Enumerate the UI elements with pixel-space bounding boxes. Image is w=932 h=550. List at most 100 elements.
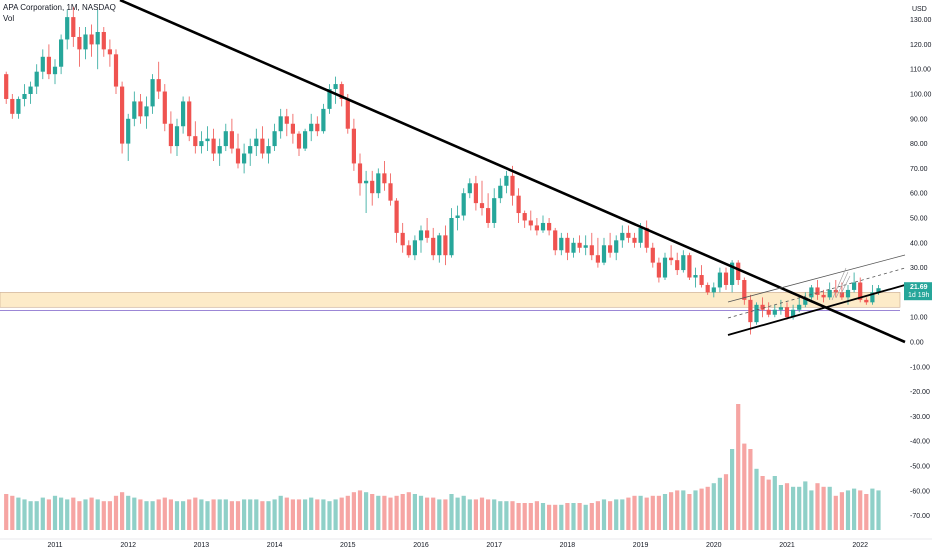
candle xyxy=(431,227,436,261)
x-tick-label: 2017 xyxy=(486,542,502,549)
candle xyxy=(71,7,76,47)
candle-body xyxy=(626,232,631,238)
candle xyxy=(498,178,503,204)
candle-body xyxy=(852,282,857,290)
candle-body xyxy=(174,126,180,147)
time-axis[interactable]: 2011 2012 2013 2014 2015 2016 2017 2018 2019 2020… xyxy=(0,538,932,549)
volume-bar xyxy=(418,495,424,530)
volume-bar xyxy=(296,499,302,530)
candle-body xyxy=(742,280,747,300)
candle-body xyxy=(425,230,430,238)
price-axis[interactable]: USD 130.00 120.00 110.00 100.00 90.00 80.00 70.… xyxy=(910,6,932,520)
candle-body xyxy=(601,245,607,263)
candle-body xyxy=(150,79,155,107)
candle xyxy=(479,180,485,216)
candle-body xyxy=(132,101,137,119)
candle xyxy=(742,277,747,305)
candle-body xyxy=(839,292,844,298)
candle-body xyxy=(467,183,472,194)
y-tick-label: -20.00 xyxy=(910,389,930,396)
candle-body xyxy=(864,299,869,303)
x-tick-label: 2019 xyxy=(633,542,649,549)
volume-bar xyxy=(394,495,399,530)
candle-body xyxy=(376,173,381,194)
candle xyxy=(406,240,411,258)
volume-bar xyxy=(229,501,234,530)
candle xyxy=(168,111,173,154)
volume-bar xyxy=(815,483,820,530)
volume-bar xyxy=(467,499,472,530)
volume-bar xyxy=(443,499,448,530)
y-tick-label: 0.00 xyxy=(910,340,924,347)
candle xyxy=(205,126,210,152)
last-price-tag xyxy=(904,282,932,301)
volume-label: Vol xyxy=(3,14,15,23)
candle xyxy=(223,123,228,152)
volume-bar xyxy=(644,497,649,530)
channel-median-line xyxy=(727,267,906,319)
volume-bar xyxy=(510,501,515,530)
volume-bar xyxy=(504,501,509,530)
volume-bar xyxy=(455,497,460,530)
candle xyxy=(400,222,405,253)
volume-bar xyxy=(577,503,582,530)
volume-bar xyxy=(565,503,570,530)
candle-body xyxy=(235,148,241,164)
candle xyxy=(83,27,88,60)
candle-body xyxy=(547,222,552,231)
y-tick-label: -40.00 xyxy=(910,439,930,446)
volume-bar xyxy=(327,501,332,530)
candle xyxy=(601,237,607,266)
candle xyxy=(339,81,344,107)
candle xyxy=(711,282,716,298)
candle xyxy=(40,49,45,80)
volume-bar xyxy=(736,404,741,530)
candle xyxy=(595,237,600,268)
candle-body xyxy=(736,262,741,280)
candle xyxy=(675,252,680,276)
candle-body xyxy=(113,54,119,87)
volume-bar xyxy=(699,488,704,530)
candle xyxy=(754,302,759,325)
volume-bar xyxy=(425,497,430,530)
downtrend-line xyxy=(119,0,906,344)
candle-body xyxy=(553,230,558,251)
volume-bar xyxy=(675,490,680,530)
x-tick-label: 2020 xyxy=(706,542,722,549)
candle xyxy=(699,265,704,288)
y-tick-label: 40.00 xyxy=(910,240,928,247)
candle xyxy=(784,302,790,320)
candle-body xyxy=(260,138,265,154)
candle xyxy=(534,218,539,236)
candle-body xyxy=(52,66,58,75)
volume-bar xyxy=(431,497,436,530)
candle-body xyxy=(662,257,668,278)
y-tick-label: 30.00 xyxy=(910,265,928,272)
candle xyxy=(644,220,649,253)
candle-body xyxy=(437,235,442,256)
volume-bar xyxy=(669,492,674,530)
volume-bar xyxy=(211,499,216,530)
volume-bar xyxy=(681,490,686,530)
volume-bar xyxy=(784,483,790,530)
candle xyxy=(797,297,802,313)
volume-bar xyxy=(638,495,643,530)
volume-bar xyxy=(693,490,698,530)
candle xyxy=(473,175,478,211)
candle xyxy=(217,138,222,166)
candle-body xyxy=(455,215,460,218)
candle xyxy=(778,299,783,315)
candle-body xyxy=(412,240,417,256)
candle xyxy=(113,49,119,94)
volume-bar xyxy=(138,499,143,530)
candle-body xyxy=(351,128,356,164)
candle-body xyxy=(723,272,729,285)
volume-bar xyxy=(120,492,125,530)
volume-bar xyxy=(16,497,21,530)
candle xyxy=(278,108,283,139)
volume-bar xyxy=(632,495,637,530)
volume-bar xyxy=(522,503,527,530)
candle-body xyxy=(59,39,64,67)
